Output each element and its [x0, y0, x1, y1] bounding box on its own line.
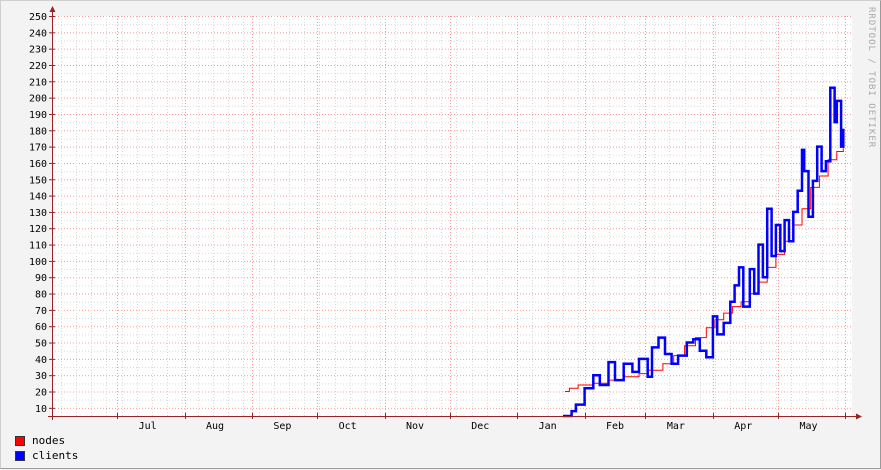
y-tick-label: 190	[29, 110, 47, 121]
series-line-clients	[562, 86, 845, 418]
x-tick-label: Aug	[206, 421, 224, 432]
y-tick-label: 180	[29, 126, 47, 137]
y-tick-label: 240	[29, 28, 47, 39]
legend-item-clients: clients	[15, 449, 78, 462]
x-tick-label: Nov	[406, 421, 424, 432]
x-tick-label: Sep	[273, 421, 291, 432]
x-tick-label: Oct	[339, 421, 357, 432]
y-tick-label: 170	[29, 143, 47, 154]
legend-swatch-clients	[15, 450, 25, 461]
y-tick-label: 20	[35, 388, 47, 399]
watermark: RRDTOOL / TOBI OETIKER	[866, 7, 876, 149]
y-tick-label: 130	[29, 208, 47, 219]
y-tick-label: 40	[35, 355, 47, 366]
y-tick-label: 50	[35, 339, 47, 350]
y-tick-label: 140	[29, 192, 47, 203]
x-tick-labels: Jul Aug Sep Oct Nov Dec Jan Feb Mar Apr May	[139, 421, 818, 432]
y-tick-label: 30	[35, 371, 47, 382]
x-tick-label: May	[799, 421, 817, 432]
y-tick-label: 120	[29, 224, 47, 235]
legend-label-clients: clients	[32, 449, 79, 462]
series-layer	[562, 86, 845, 418]
axes	[48, 6, 862, 420]
x-tick-label: Jan	[539, 421, 557, 432]
y-tick-label: 150	[29, 175, 47, 186]
y-tick-label: 80	[35, 290, 47, 301]
y-tick-label: 230	[29, 45, 47, 56]
legend-swatch-nodes	[15, 435, 25, 446]
x-tick-label: Dec	[471, 421, 489, 432]
x-tick-label: Mar	[667, 421, 685, 432]
legend-label-nodes: nodes	[32, 434, 66, 447]
y-tick-label: 250	[29, 12, 47, 23]
y-tick-labels: 10 20 30 40 50 60 70 80 90 100 110 120 130 140 150 160 1…	[29, 12, 47, 415]
x-tick-label: Jul	[139, 421, 157, 432]
y-tick-label: 10	[35, 404, 47, 415]
y-tick-label: 210	[29, 77, 47, 88]
y-tick-label: 200	[29, 94, 47, 105]
y-axis-arrow	[49, 6, 56, 12]
x-tick-label: Feb	[606, 421, 624, 432]
x-tick-label: Apr	[734, 421, 752, 432]
y-tick-label: 90	[35, 273, 47, 284]
y-tick-label: 70	[35, 306, 47, 317]
plot-area	[52, 16, 852, 416]
legend-item-nodes: nodes	[15, 434, 65, 447]
y-tick-label: 160	[29, 159, 47, 170]
y-tick-label: 220	[29, 61, 47, 72]
y-tick-label: 100	[29, 257, 47, 268]
y-tick-label: 60	[35, 322, 47, 333]
x-axis-arrow	[856, 413, 862, 420]
y-tick-label: 110	[29, 241, 47, 252]
